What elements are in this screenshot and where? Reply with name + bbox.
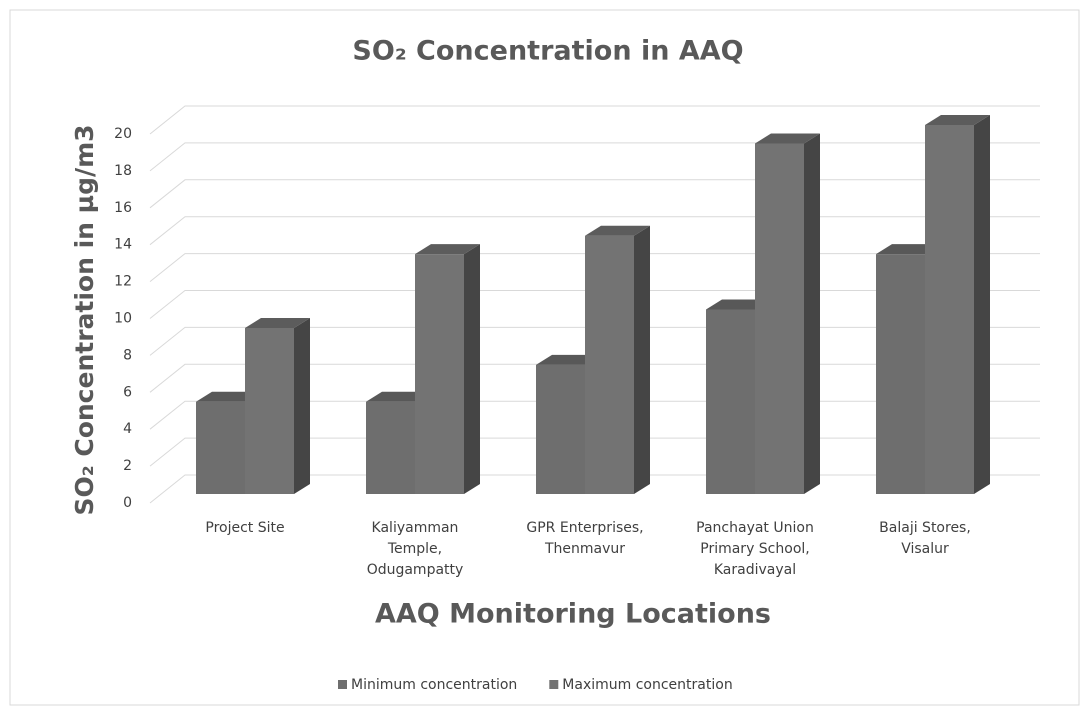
y-tick-label: 10 [114, 311, 132, 327]
bar-top [366, 391, 431, 402]
y-tick-label: 6 [123, 384, 132, 400]
bar [415, 254, 464, 494]
y-tick-label: 14 [114, 237, 132, 253]
grid-line [149, 105, 1040, 135]
bar-side [294, 317, 310, 494]
legend-swatch [338, 680, 347, 689]
grid-line [149, 142, 1040, 172]
bar-top [585, 225, 650, 236]
chart-title: SO₂ Concentration in AAQ [352, 36, 743, 67]
bar [245, 327, 294, 494]
y-tick-label: 20 [114, 126, 132, 142]
bar-top [245, 317, 310, 328]
bar [755, 143, 804, 494]
y-tick-label: 18 [114, 163, 132, 179]
y-tick-label: 12 [114, 274, 132, 290]
legend-swatch [549, 680, 559, 689]
bar-top [415, 244, 480, 255]
y-axis-label: SO₂ Concentration in µg/m3 [70, 124, 99, 515]
bar-top [755, 133, 820, 144]
bar-top [196, 391, 261, 402]
bar [585, 235, 634, 494]
bar-top [876, 244, 941, 255]
y-tick-label: 4 [123, 421, 132, 437]
bar-top [706, 299, 771, 310]
x-tick-label: Balaji Stores, Visalur [879, 520, 971, 557]
bar [196, 401, 245, 494]
bar-side [634, 225, 650, 494]
bar-side [974, 115, 990, 494]
bar [536, 364, 585, 494]
x-tick-label: Panchayat Union Primary School, Karadivaya… [696, 520, 814, 578]
legend-label: Minimum concentration [351, 677, 517, 693]
x-tick-label: Project Site [205, 520, 284, 536]
x-tick-label: Kaliyamman Temple, Odugampatty [367, 520, 464, 578]
bar [925, 125, 974, 494]
bar [706, 309, 755, 494]
y-tick-label: 0 [123, 495, 132, 511]
bar-side [464, 244, 480, 494]
x-axis-label: AAQ Monitoring Locations [375, 599, 771, 630]
x-tick-label: GPR Enterprises, Thenmavur [526, 520, 643, 557]
bar-side [804, 133, 820, 494]
y-tick-label: 8 [123, 347, 132, 363]
bar-top [925, 115, 990, 125]
y-tick-label: 16 [114, 200, 132, 216]
legend-label: Maximum concentration [562, 677, 732, 693]
bar [876, 254, 925, 494]
y-tick-label: 2 [123, 458, 132, 474]
bar-top [536, 354, 601, 365]
bar [366, 401, 415, 494]
